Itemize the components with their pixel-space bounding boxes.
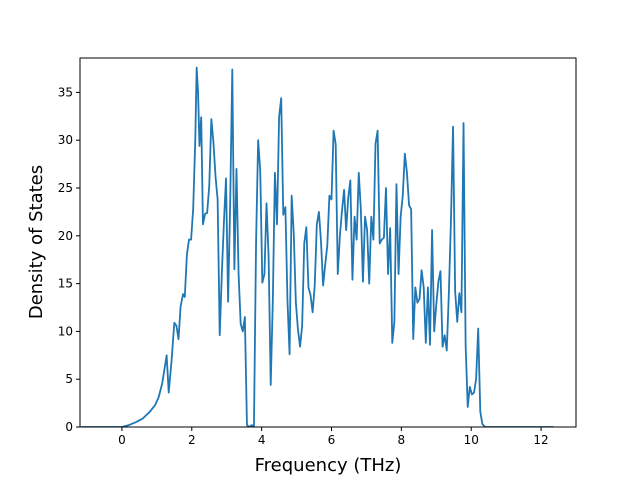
axes-frame — [79, 57, 577, 428]
x-tick-label: 8 — [398, 433, 406, 447]
y-tick-label: 10 — [58, 324, 73, 338]
x-tick-label: 10 — [464, 433, 479, 447]
x-axis-label: Frequency (THz) — [255, 455, 402, 476]
x-axis: 0 2 4 6 8 10 12 — [118, 427, 549, 447]
y-tick-label: 30 — [58, 133, 73, 147]
y-tick-label: 5 — [65, 372, 73, 386]
y-tick-label: 35 — [58, 85, 73, 99]
x-tick-label: 12 — [533, 433, 548, 447]
x-tick-label: 6 — [328, 433, 336, 447]
y-tick-label: 0 — [65, 420, 73, 434]
x-tick-label: 0 — [118, 433, 126, 447]
plot-area — [79, 57, 577, 428]
y-tick-label: 20 — [58, 229, 73, 243]
dos-line-series-0 — [81, 66, 554, 427]
x-tick-label: 4 — [258, 433, 266, 447]
y-axis: 0 5 10 15 20 25 30 35 — [58, 85, 80, 434]
y-axis-label: Density of States — [26, 165, 47, 319]
y-tick-label: 15 — [58, 277, 73, 291]
y-tick-label: 25 — [58, 181, 73, 195]
x-tick-label: 2 — [188, 433, 196, 447]
